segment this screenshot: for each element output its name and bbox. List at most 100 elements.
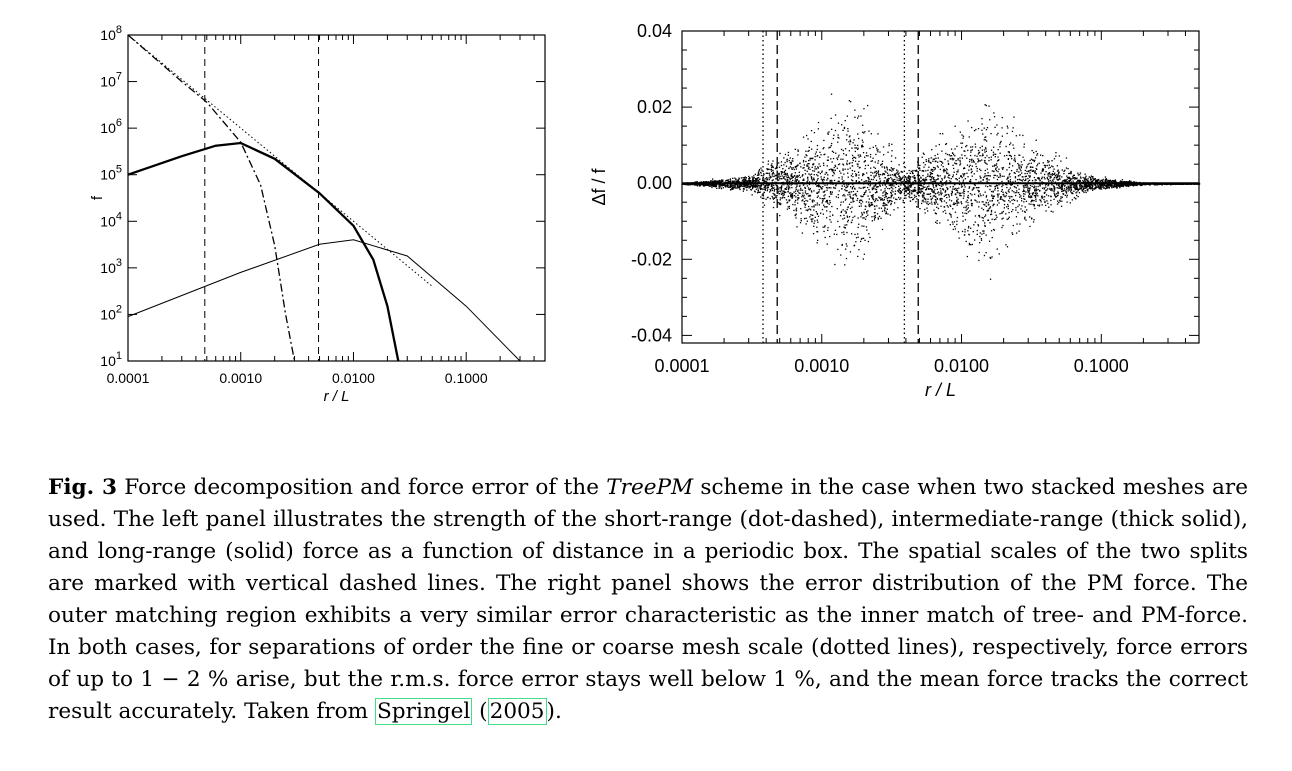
error-point — [806, 181, 808, 184]
error-point — [862, 141, 864, 143]
error-point — [1139, 182, 1141, 184]
error-point — [1061, 169, 1063, 171]
error-point — [890, 194, 893, 196]
error-point — [846, 215, 848, 217]
error-point — [1075, 185, 1078, 188]
error-point — [819, 165, 821, 167]
error-point — [820, 178, 823, 180]
error-point — [1005, 195, 1007, 197]
error-point — [1035, 188, 1037, 190]
error-point — [931, 197, 934, 199]
error-point — [993, 218, 996, 221]
error-point — [786, 184, 788, 186]
error-point — [717, 181, 719, 183]
error-point — [857, 163, 859, 165]
error-point — [888, 145, 890, 147]
error-point — [949, 174, 951, 176]
error-point — [832, 183, 834, 185]
error-point — [1001, 211, 1003, 213]
error-point — [724, 181, 726, 183]
error-point — [1007, 181, 1010, 183]
error-point — [772, 192, 774, 195]
error-point — [732, 187, 734, 189]
error-point — [1104, 181, 1106, 183]
error-point — [766, 181, 768, 183]
error-point — [921, 187, 923, 190]
error-point — [881, 160, 884, 162]
error-point — [1074, 189, 1077, 191]
error-point — [763, 180, 765, 183]
error-point — [1008, 199, 1010, 202]
error-point — [860, 238, 863, 240]
error-point — [1014, 199, 1016, 202]
error-point — [1032, 166, 1034, 168]
error-point — [907, 182, 909, 184]
error-point — [857, 255, 859, 258]
error-point — [1011, 190, 1013, 192]
error-point — [920, 176, 922, 178]
error-point — [819, 197, 821, 199]
error-point — [890, 203, 892, 206]
error-point — [1003, 203, 1006, 206]
error-point — [1032, 194, 1034, 196]
error-point — [885, 192, 887, 194]
error-point — [876, 191, 878, 193]
error-point — [958, 183, 961, 186]
error-point — [859, 199, 861, 202]
error-point — [783, 190, 785, 192]
error-point — [860, 155, 862, 157]
error-point — [1009, 143, 1011, 146]
error-point — [788, 207, 790, 209]
error-point — [1037, 182, 1039, 184]
error-point — [832, 157, 835, 160]
error-point — [763, 186, 765, 188]
error-point — [801, 175, 803, 177]
error-point — [792, 158, 794, 160]
error-point — [925, 170, 927, 172]
error-point — [1019, 223, 1021, 225]
error-point — [1053, 173, 1056, 175]
error-point — [1109, 179, 1111, 181]
error-point — [874, 201, 876, 203]
error-point — [939, 187, 941, 190]
error-point — [820, 187, 822, 189]
error-point — [969, 193, 972, 195]
error-point — [846, 208, 848, 211]
error-point — [965, 201, 967, 203]
error-point — [1083, 187, 1085, 189]
error-point — [1026, 184, 1029, 186]
error-point — [797, 149, 799, 151]
error-point — [1036, 165, 1038, 167]
error-point — [818, 183, 820, 185]
error-point — [741, 182, 743, 184]
error-point — [974, 215, 977, 217]
error-point — [1018, 154, 1020, 156]
error-point — [750, 182, 753, 184]
error-point — [830, 168, 832, 170]
error-point — [974, 184, 976, 187]
error-point — [1016, 200, 1018, 202]
error-point — [1130, 183, 1133, 186]
error-point — [963, 174, 965, 176]
error-point — [958, 187, 960, 189]
error-point — [939, 180, 942, 183]
error-point — [981, 159, 983, 161]
error-point — [789, 157, 791, 159]
error-point — [1032, 183, 1035, 185]
error-point — [843, 214, 845, 216]
error-point — [1043, 192, 1046, 194]
error-point — [1014, 157, 1016, 159]
error-point — [968, 186, 971, 188]
error-point — [869, 147, 871, 150]
error-point — [757, 171, 760, 173]
error-point — [760, 184, 762, 187]
error-point — [1001, 212, 1003, 214]
error-point — [983, 203, 985, 206]
error-point — [1007, 127, 1009, 129]
error-point — [1078, 181, 1080, 183]
error-point — [1070, 181, 1072, 183]
error-point — [1051, 190, 1053, 192]
error-point — [817, 215, 820, 217]
error-point — [860, 205, 862, 207]
error-point — [999, 183, 1001, 185]
